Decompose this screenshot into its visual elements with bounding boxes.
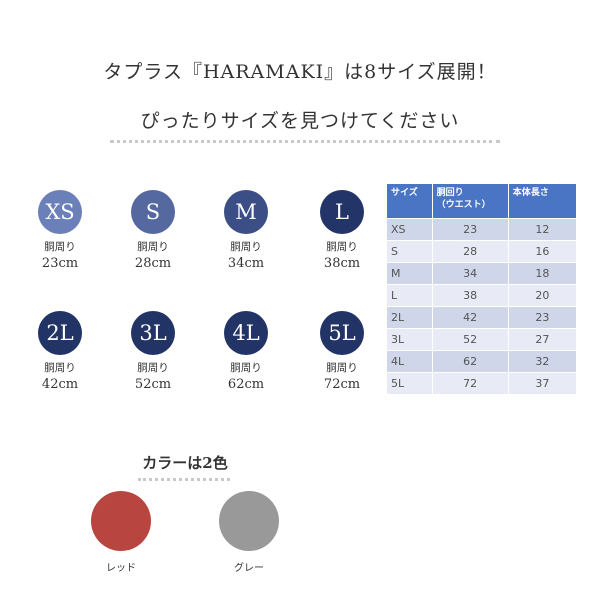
table-cell-length: 18 bbox=[508, 262, 578, 285]
table-row: 4L 62 32 bbox=[387, 350, 578, 373]
table-cell-size: 3L bbox=[387, 328, 433, 351]
table-row: M 34 18 bbox=[387, 262, 578, 285]
size-item-5l: 5L 胴周り 72cm bbox=[302, 311, 382, 392]
size-circle: S bbox=[131, 190, 175, 234]
color-swatch-red bbox=[91, 491, 151, 551]
size-item-s: S 胴周り 28cm bbox=[113, 190, 193, 271]
headline-line2: ぴったりサイズを見つけてください bbox=[140, 110, 460, 132]
color-swatch-gray bbox=[219, 491, 279, 551]
table-cell-size: 2L bbox=[387, 306, 433, 329]
table-cell-length: 16 bbox=[508, 240, 578, 263]
size-value: 23cm bbox=[41, 256, 79, 271]
size-circle: 3L bbox=[131, 311, 175, 355]
table-cell-length: 32 bbox=[508, 350, 578, 373]
size-circle: M bbox=[224, 190, 268, 234]
table-cell-waist: 42 bbox=[432, 306, 509, 329]
size-item-2l: 2L 胴周り 42cm bbox=[20, 311, 100, 392]
table-cell-length: 20 bbox=[508, 284, 578, 307]
table-row: 3L 52 27 bbox=[387, 328, 578, 351]
dotted-divider bbox=[110, 140, 500, 143]
size-circle: 4L bbox=[224, 311, 268, 355]
table-header-waist: 胴回り （ウエスト） bbox=[432, 184, 509, 219]
table-row: L 38 20 bbox=[387, 284, 578, 307]
table-cell-waist: 52 bbox=[432, 328, 509, 351]
table-row: 2L 42 23 bbox=[387, 306, 578, 329]
size-label: 胴周り bbox=[326, 362, 358, 374]
size-label: 胴周り bbox=[230, 241, 262, 253]
size-label: 胴周り bbox=[137, 241, 169, 253]
table-header-size: サイズ bbox=[387, 184, 433, 219]
color-dotted-divider bbox=[138, 478, 230, 481]
size-item-l: L 胴周り 38cm bbox=[302, 190, 382, 271]
color-label-red: レッド bbox=[106, 563, 136, 574]
color-label-gray: グレー bbox=[234, 563, 264, 574]
size-circle: XS bbox=[38, 190, 82, 234]
table-cell-size: L bbox=[387, 284, 433, 307]
size-value: 28cm bbox=[134, 256, 172, 271]
size-item-xs: XS 胴周り 23cm bbox=[20, 190, 100, 271]
size-value: 72cm bbox=[323, 377, 361, 392]
size-item-m: M 胴周り 34cm bbox=[206, 190, 286, 271]
size-label: 胴周り bbox=[44, 241, 76, 253]
color-title: カラーは2色 bbox=[142, 454, 228, 472]
size-circle: 2L bbox=[38, 311, 82, 355]
table-cell-waist: 28 bbox=[432, 240, 509, 263]
table-cell-length: 27 bbox=[508, 328, 578, 351]
size-label: 胴周り bbox=[44, 362, 76, 374]
table-row: XS 23 12 bbox=[387, 218, 578, 241]
table-cell-length: 23 bbox=[508, 306, 578, 329]
size-value: 42cm bbox=[41, 377, 79, 392]
table-cell-size: 4L bbox=[387, 350, 433, 373]
table-cell-waist: 72 bbox=[432, 372, 509, 394]
table-cell-waist: 38 bbox=[432, 284, 509, 307]
table-cell-waist: 23 bbox=[432, 218, 509, 241]
table-row: 5L 72 37 bbox=[387, 372, 578, 394]
size-value: 52cm bbox=[134, 377, 172, 392]
table-cell-length: 37 bbox=[508, 372, 578, 394]
table-header-row: サイズ 胴回り （ウエスト） 本体長さ bbox=[387, 184, 578, 219]
table-cell-size: 5L bbox=[387, 372, 433, 394]
table-cell-size: M bbox=[387, 262, 433, 285]
size-circle: L bbox=[320, 190, 364, 234]
table-row: S 28 16 bbox=[387, 240, 578, 263]
size-item-3l: 3L 胴周り 52cm bbox=[113, 311, 193, 392]
table-cell-size: XS bbox=[387, 218, 433, 241]
table-cell-waist: 62 bbox=[432, 350, 509, 373]
size-value: 62cm bbox=[227, 377, 265, 392]
size-circle: 5L bbox=[320, 311, 364, 355]
size-label: 胴周り bbox=[137, 362, 169, 374]
table-cell-size: S bbox=[387, 240, 433, 263]
size-value: 34cm bbox=[227, 256, 265, 271]
headline-line1: タプラス『HARAMAKI』は8サイズ展開！ bbox=[103, 61, 497, 83]
size-value: 38cm bbox=[323, 256, 361, 271]
table-cell-waist: 34 bbox=[432, 262, 509, 285]
size-label: 胴周り bbox=[230, 362, 262, 374]
size-label: 胴周り bbox=[326, 241, 358, 253]
table-cell-length: 12 bbox=[508, 218, 578, 241]
table-header-length: 本体長さ bbox=[508, 184, 578, 219]
size-table: サイズ 胴回り （ウエスト） 本体長さ XS 23 12 S 28 16 M 3… bbox=[387, 184, 578, 394]
size-item-4l: 4L 胴周り 62cm bbox=[206, 311, 286, 392]
